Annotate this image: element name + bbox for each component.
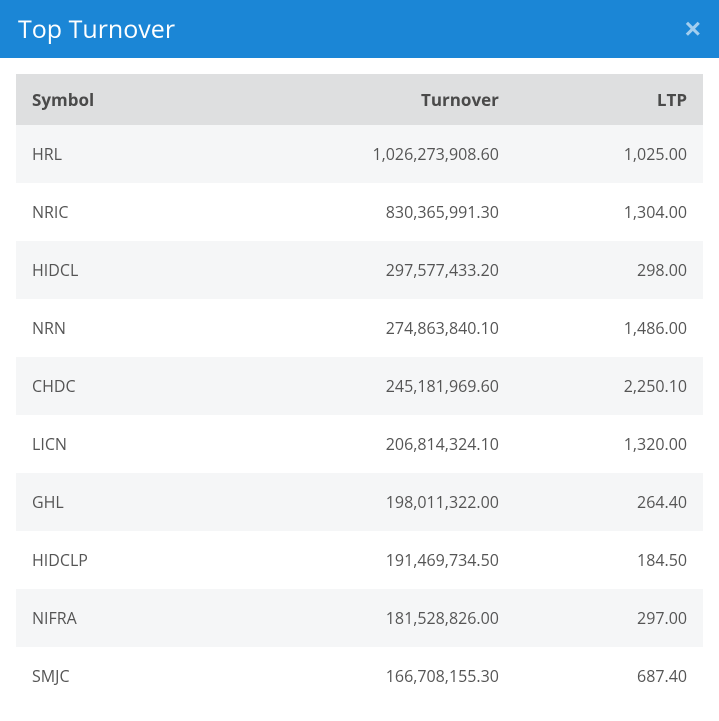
table-row: NIFRA181,528,826.00297.00	[16, 589, 703, 647]
cell-turnover: 274,863,840.10	[202, 299, 515, 357]
cell-ltp: 297.00	[515, 589, 703, 647]
cell-symbol: SMJC	[16, 647, 202, 705]
col-symbol: Symbol	[16, 74, 202, 125]
cell-turnover: 198,011,322.00	[202, 473, 515, 531]
turnover-table: Symbol Turnover LTP HRL1,026,273,908.601…	[16, 74, 703, 705]
close-button[interactable]: ×	[685, 15, 701, 43]
cell-symbol: NRN	[16, 299, 202, 357]
cell-ltp: 2,250.10	[515, 357, 703, 415]
col-turnover: Turnover	[202, 74, 515, 125]
cell-ltp: 1,320.00	[515, 415, 703, 473]
table-row: NRN274,863,840.101,486.00	[16, 299, 703, 357]
cell-ltp: 1,486.00	[515, 299, 703, 357]
table-row: HRL1,026,273,908.601,025.00	[16, 125, 703, 183]
cell-symbol: NIFRA	[16, 589, 202, 647]
cell-turnover: 166,708,155.30	[202, 647, 515, 705]
cell-ltp: 184.50	[515, 531, 703, 589]
cell-turnover: 206,814,324.10	[202, 415, 515, 473]
table-row: SMJC166,708,155.30687.40	[16, 647, 703, 705]
table-row: CHDC245,181,969.602,250.10	[16, 357, 703, 415]
cell-symbol: HIDCLP	[16, 531, 202, 589]
cell-turnover: 245,181,969.60	[202, 357, 515, 415]
table-row: HIDCLP191,469,734.50184.50	[16, 531, 703, 589]
table-header-row: Symbol Turnover LTP	[16, 74, 703, 125]
panel-title: Top Turnover	[18, 12, 175, 46]
table-row: LICN206,814,324.101,320.00	[16, 415, 703, 473]
cell-symbol: CHDC	[16, 357, 202, 415]
panel-header: Top Turnover ×	[0, 0, 719, 58]
cell-ltp: 1,025.00	[515, 125, 703, 183]
table-row: NRIC830,365,991.301,304.00	[16, 183, 703, 241]
cell-symbol: LICN	[16, 415, 202, 473]
panel-body: Symbol Turnover LTP HRL1,026,273,908.601…	[0, 58, 719, 721]
top-turnover-panel: Top Turnover × Symbol Turnover LTP HRL1,…	[0, 0, 719, 721]
cell-turnover: 1,026,273,908.60	[202, 125, 515, 183]
cell-turnover: 297,577,433.20	[202, 241, 515, 299]
cell-ltp: 687.40	[515, 647, 703, 705]
cell-symbol: HRL	[16, 125, 202, 183]
table-row: GHL198,011,322.00264.40	[16, 473, 703, 531]
cell-turnover: 830,365,991.30	[202, 183, 515, 241]
col-ltp: LTP	[515, 74, 703, 125]
cell-turnover: 191,469,734.50	[202, 531, 515, 589]
table-row: HIDCL297,577,433.20298.00	[16, 241, 703, 299]
cell-turnover: 181,528,826.00	[202, 589, 515, 647]
cell-symbol: HIDCL	[16, 241, 202, 299]
cell-symbol: NRIC	[16, 183, 202, 241]
cell-symbol: GHL	[16, 473, 202, 531]
cell-ltp: 1,304.00	[515, 183, 703, 241]
cell-ltp: 264.40	[515, 473, 703, 531]
cell-ltp: 298.00	[515, 241, 703, 299]
